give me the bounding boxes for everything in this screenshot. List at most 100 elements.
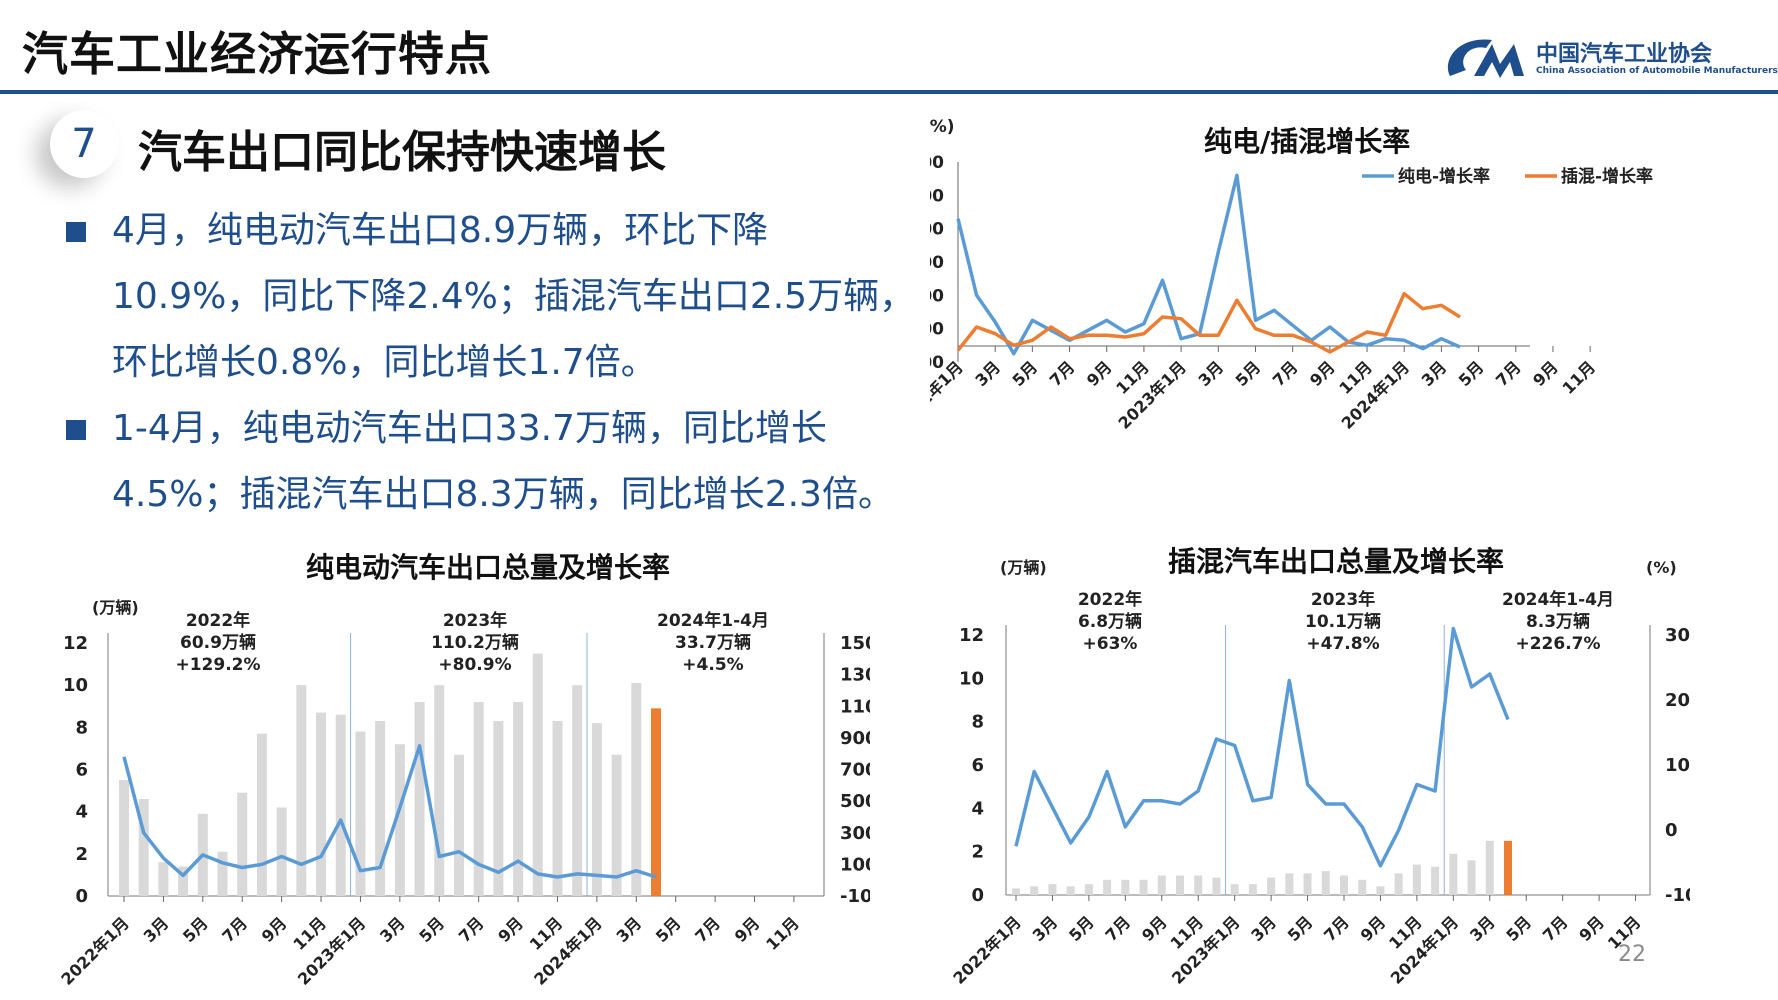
bullet-1-line-1: 4月，纯电动汽车出口8.9万辆，环比下降 — [112, 210, 769, 251]
x-tick-label: 7月 — [455, 913, 488, 946]
bar — [1176, 875, 1184, 895]
logo-name: 中国汽车工业协会 — [1536, 42, 1713, 67]
series-line-ev — [956, 173, 1461, 356]
x-tick-label: 9月 — [494, 913, 527, 946]
y-tick-label-left: 6 — [971, 755, 984, 776]
bullet-1: 4月，纯电动汽车出口8.9万辆，环比下降 10.9%，同比下降2.4%；插混汽车… — [112, 198, 915, 396]
bar — [1412, 864, 1421, 895]
bar — [237, 792, 248, 896]
annotation-text: +80.9% — [438, 655, 511, 675]
x-tick-label: 2022年1月 — [949, 912, 1024, 987]
bar — [296, 685, 307, 896]
growth-chart-title: 纯电/插混增长率 — [1204, 125, 1411, 158]
bar — [453, 754, 464, 896]
bar — [1157, 875, 1166, 895]
bar — [1394, 873, 1403, 895]
annotation-text: 6.8万辆 — [1078, 611, 1142, 632]
x-tick-label: 5月 — [415, 913, 448, 946]
y-tick-label-right: 1300 — [840, 665, 870, 686]
bar — [1139, 879, 1148, 895]
y-tick-label: 1100 — [930, 153, 944, 173]
bar — [1449, 853, 1458, 895]
x-tick-label: 5月 — [179, 913, 212, 946]
x-tick-label: 3月 — [1194, 357, 1227, 390]
bullet-2-line-1: 1-4月，纯电动汽车出口33.7万辆，同比增长 — [112, 408, 827, 449]
y-tick-label: -100 — [930, 353, 944, 373]
bar — [1285, 873, 1294, 895]
x-tick-label: 9月 — [258, 913, 291, 946]
x-tick-label: 5月 — [1455, 357, 1488, 390]
y-tick-label-left: 6 — [75, 760, 88, 781]
y-tick-label-right: 300 — [1665, 625, 1690, 646]
annotation-text: +63% — [1083, 634, 1138, 654]
x-tick-label: 7月 — [1046, 357, 1079, 390]
bar — [611, 754, 622, 896]
legend-label: 插混-增长率 — [1561, 166, 1653, 187]
growth-rate-line — [122, 744, 657, 879]
y-tick-label-right: 500 — [840, 791, 870, 812]
annotation-text: 2022年 — [1078, 589, 1142, 610]
y-tick-label-left: 0 — [75, 886, 88, 907]
annotation-text: +226.7% — [1515, 634, 1600, 654]
y-tick-label-left: 10 — [63, 675, 88, 696]
series-line-phev — [956, 291, 1461, 354]
bullet-1-line-2: 10.9%，同比下降2.4%；插混汽车出口2.5万辆， — [112, 276, 916, 317]
annotation-text: +47.8% — [1306, 634, 1379, 654]
y-tick-label-right: 200 — [1665, 690, 1690, 711]
bar — [355, 731, 366, 896]
x-tick-label: 5月 — [652, 913, 685, 946]
annotation-text: 2022年 — [186, 610, 250, 631]
bar — [1048, 884, 1057, 895]
y-tick-label-right: 900 — [840, 728, 870, 749]
annotation-text: 10.1万辆 — [1305, 611, 1381, 632]
y-unit-right: (%) — [1646, 558, 1677, 577]
bar — [532, 653, 543, 896]
y-tick-label-right: 1500 — [840, 633, 870, 654]
y-tick-label-left: 12 — [959, 625, 984, 646]
x-tick-label: 7月 — [1492, 357, 1525, 390]
legend-label: 纯电-增长率 — [1398, 166, 1490, 187]
bar — [1358, 879, 1367, 895]
annotation-text: 2023年 — [443, 610, 507, 631]
growth-rate-line — [1014, 626, 1510, 868]
annotation-text: 110.2万辆 — [431, 632, 519, 653]
bar — [1066, 886, 1075, 895]
y-tick-label-left: 4 — [75, 802, 88, 823]
y-tick-label-left: 4 — [971, 798, 984, 819]
section-title: 汽车出口同比保持快速增长 — [138, 127, 666, 178]
bar — [1303, 873, 1312, 895]
y-tick-label-right: -100 — [840, 886, 870, 907]
x-tick-label: 5月 — [1232, 357, 1265, 390]
y-tick-label-right: 100 — [840, 854, 870, 875]
y-tick-label: 500 — [930, 253, 944, 273]
y-tick-label-right: -100 — [1665, 885, 1690, 906]
y-tick-label-left: 8 — [971, 712, 984, 733]
x-tick-label: 3月 — [612, 913, 645, 946]
y-tick-label-left: 12 — [63, 633, 88, 654]
annotation-text: 60.9万辆 — [180, 632, 256, 653]
y-tick-label-left: 0 — [971, 885, 984, 906]
x-tick-label: 7月 — [1102, 912, 1135, 945]
x-tick-label: 5月 — [1284, 912, 1317, 945]
annotation-text: +129.2% — [175, 655, 260, 675]
bullet-square-icon — [66, 222, 86, 242]
x-tick-label: 5月 — [1065, 912, 1098, 945]
highlight-bar — [1504, 840, 1512, 895]
annotation-text: 8.3万辆 — [1526, 611, 1590, 632]
bar — [513, 702, 524, 896]
x-tick-label: 3月 — [1247, 912, 1280, 945]
bar — [493, 721, 504, 896]
bar — [631, 683, 642, 896]
y-tick-label-right: 700 — [840, 760, 870, 781]
bar — [1485, 840, 1494, 895]
bar — [394, 744, 405, 896]
y-tick-label: 100 — [930, 320, 944, 340]
bar — [414, 702, 425, 896]
y-tick-label-left: 2 — [971, 842, 984, 863]
y-tick-label: 900 — [930, 186, 944, 206]
y-tick-label-right: 1100 — [840, 696, 870, 717]
y-tick-label-right: 100 — [1665, 755, 1690, 776]
bullet-2: 1-4月，纯电动汽车出口33.7万辆，同比增长 4.5%；插混汽车出口8.3万辆… — [112, 396, 894, 528]
bar — [1084, 884, 1093, 895]
bullet-2-line-2: 4.5%；插混汽车出口8.3万辆，同比增长2.3倍。 — [112, 474, 894, 515]
